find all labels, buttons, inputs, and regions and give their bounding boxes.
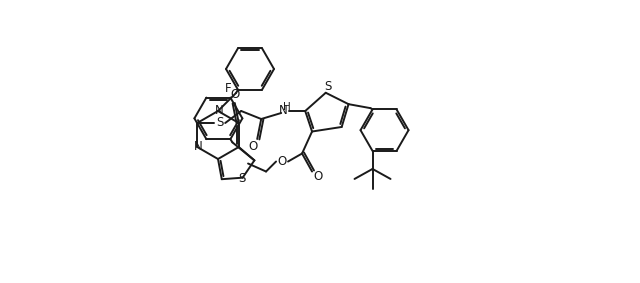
Text: N: N bbox=[279, 104, 287, 117]
Text: S: S bbox=[216, 117, 224, 130]
Text: O: O bbox=[230, 87, 239, 100]
Text: S: S bbox=[238, 172, 245, 185]
Text: O: O bbox=[277, 155, 287, 168]
Text: O: O bbox=[248, 140, 258, 153]
Text: S: S bbox=[324, 80, 332, 93]
Text: N: N bbox=[214, 104, 223, 117]
Text: O: O bbox=[314, 170, 323, 183]
Text: N: N bbox=[194, 140, 203, 153]
Text: F: F bbox=[225, 82, 232, 95]
Text: H: H bbox=[284, 102, 291, 112]
